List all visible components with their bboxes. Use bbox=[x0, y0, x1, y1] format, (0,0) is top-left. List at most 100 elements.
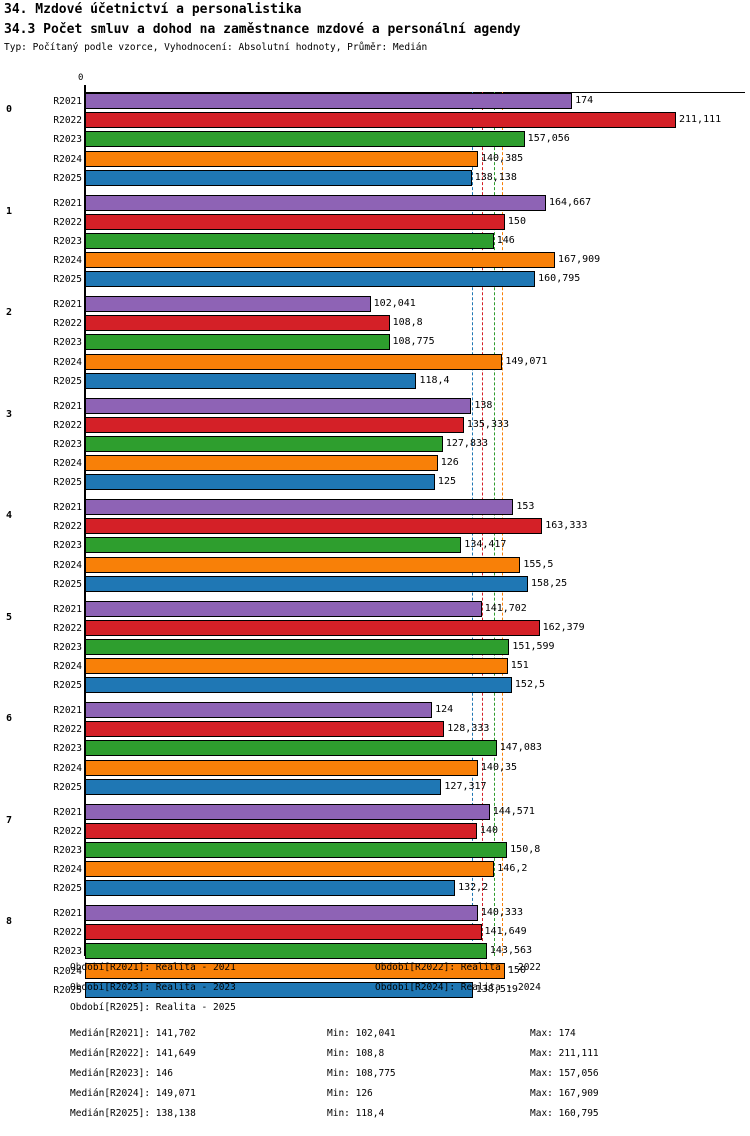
bar-r2021[interactable] bbox=[85, 600, 482, 617]
bar-r2024[interactable] bbox=[85, 658, 508, 675]
plot-top-rule bbox=[85, 92, 745, 93]
bar-row[interactable]: R2021 153 bbox=[0, 498, 750, 517]
bar-row[interactable]: R2024 167,909 bbox=[0, 251, 750, 270]
bar-r2024[interactable] bbox=[85, 150, 478, 167]
bar-row[interactable]: R2024 140,385 bbox=[0, 150, 750, 169]
bar-row[interactable]: R2021 102,041 bbox=[0, 295, 750, 314]
bar-r2023[interactable] bbox=[85, 537, 462, 554]
bar-r2021[interactable] bbox=[85, 702, 433, 718]
bar-row[interactable]: R2022 141,649 bbox=[0, 923, 750, 942]
bar-r2023[interactable] bbox=[85, 943, 487, 960]
bar-r2024[interactable] bbox=[85, 455, 438, 472]
bar-r2021[interactable] bbox=[85, 194, 546, 211]
bar-r2021[interactable] bbox=[85, 93, 573, 109]
bar-r2024[interactable] bbox=[85, 353, 503, 370]
bar-row[interactable]: R2024 146,2 bbox=[0, 860, 750, 879]
bar-row[interactable]: R2023 151,599 bbox=[0, 638, 750, 657]
bar-row[interactable]: R2025 125 bbox=[0, 473, 750, 492]
bar-row[interactable]: R2023 157,056 bbox=[0, 130, 750, 149]
bar-row-label: R2022 bbox=[53, 825, 82, 837]
bar-row[interactable]: R2025 127,317 bbox=[0, 778, 750, 797]
bar-r2022[interactable] bbox=[85, 416, 464, 433]
bar-row[interactable]: R2023 134,417 bbox=[0, 536, 750, 555]
bar-row[interactable]: R2023 150,8 bbox=[0, 841, 750, 860]
statistics-row: Medián[R2024]: 149,071 Min: 126 Max: 167,9… bbox=[0, 1088, 750, 1108]
bar-row[interactable]: R2023 108,775 bbox=[0, 333, 750, 352]
bar-r2024[interactable] bbox=[85, 252, 556, 269]
bar-row[interactable]: R2024 140,35 bbox=[0, 759, 750, 778]
bar-r2022[interactable] bbox=[85, 112, 676, 129]
bar-row-label: R2021 bbox=[53, 299, 82, 310]
bar-row[interactable]: R2025 152,5 bbox=[0, 676, 750, 695]
bar-row[interactable]: R2022 135,333 bbox=[0, 416, 750, 435]
bar-row[interactable]: R2023 143,563 bbox=[0, 942, 750, 961]
bar-r2023[interactable] bbox=[85, 841, 508, 858]
bar-r2022[interactable] bbox=[85, 721, 445, 738]
bar-r2023[interactable] bbox=[85, 435, 443, 452]
bar-r2025[interactable] bbox=[85, 271, 536, 288]
bar-r2021[interactable] bbox=[85, 296, 371, 312]
bar-row[interactable]: R2022 128,333 bbox=[0, 720, 750, 739]
bar-r2024[interactable] bbox=[85, 556, 521, 573]
bar-r2025[interactable] bbox=[85, 372, 417, 389]
bar-row[interactable]: R2021 141,702 bbox=[0, 600, 750, 619]
bar-row[interactable]: R2025 132,2 bbox=[0, 879, 750, 898]
bar-row[interactable]: R2025 160,795 bbox=[0, 270, 750, 289]
bar-r2023[interactable] bbox=[85, 334, 390, 351]
bar-r2022[interactable] bbox=[85, 924, 482, 941]
bar-row[interactable]: R2022 163,333 bbox=[0, 517, 750, 536]
bar-r2022[interactable] bbox=[85, 822, 477, 839]
bar-r2024[interactable] bbox=[85, 962, 505, 979]
bar-row[interactable]: R2022 140 bbox=[0, 822, 750, 841]
bar-r2023[interactable] bbox=[85, 232, 494, 249]
bar-row[interactable]: R2022 108,8 bbox=[0, 314, 750, 333]
bar-r2023[interactable] bbox=[85, 740, 497, 757]
bar-r2022[interactable] bbox=[85, 315, 390, 332]
bar-row-label: R2024 bbox=[53, 255, 82, 267]
bar-r2024[interactable] bbox=[85, 861, 495, 878]
bar-r2022[interactable] bbox=[85, 518, 543, 535]
bar-r2025[interactable] bbox=[85, 880, 456, 897]
bar-r2023[interactable] bbox=[85, 131, 525, 148]
bar-row-label: R2021 bbox=[53, 502, 82, 513]
bar-row[interactable]: R2021 144,571 bbox=[0, 803, 750, 822]
bar-row[interactable]: R2021 138 bbox=[0, 397, 750, 416]
bar-r2025[interactable] bbox=[85, 981, 473, 998]
bar-r2025[interactable] bbox=[85, 474, 435, 491]
bar-row[interactable]: R2024 155,5 bbox=[0, 556, 750, 575]
bar-r2021[interactable] bbox=[85, 803, 490, 820]
bar-row[interactable]: R2023 146 bbox=[0, 232, 750, 251]
bar-r2025[interactable] bbox=[85, 169, 472, 186]
bar-row[interactable]: R2021 124 bbox=[0, 701, 750, 720]
bar-r2022[interactable] bbox=[85, 619, 540, 636]
bar-row[interactable]: R2021 140,333 bbox=[0, 904, 750, 923]
bar-r2025[interactable] bbox=[85, 575, 529, 592]
bar-row[interactable]: R2023 127,833 bbox=[0, 435, 750, 454]
bar-row[interactable]: R2024 151 bbox=[0, 657, 750, 676]
bar-row[interactable]: R2025 118,4 bbox=[0, 372, 750, 391]
bar-row[interactable]: R2024 150 bbox=[0, 962, 750, 981]
bar-r2021[interactable] bbox=[85, 905, 478, 921]
bar-row[interactable]: R2024 126 bbox=[0, 454, 750, 473]
bar-row[interactable]: R2021 164,667 bbox=[0, 194, 750, 213]
bar-row-label: R2023 bbox=[53, 235, 82, 247]
bar-row[interactable]: R2022 211,111 bbox=[0, 111, 750, 130]
bar-row[interactable]: R2022 150 bbox=[0, 213, 750, 232]
legend-entry: Období[R2025]: Realita - 2025 bbox=[70, 1002, 236, 1013]
bar-r2024[interactable] bbox=[85, 759, 478, 776]
bar-r2021[interactable] bbox=[85, 499, 514, 515]
statistics-row: Medián[R2021]: 141,702 Min: 102,041 Max: 1… bbox=[0, 1028, 750, 1048]
bar-r2025[interactable] bbox=[85, 677, 512, 694]
bar-row[interactable]: R2025 138,138 bbox=[0, 169, 750, 188]
bar-row[interactable]: R2025 158,25 bbox=[0, 575, 750, 594]
bar-r2025[interactable] bbox=[85, 778, 442, 795]
bar-value-label: 150 bbox=[507, 964, 526, 976]
bar-row[interactable]: R2022 162,379 bbox=[0, 619, 750, 638]
bar-row[interactable]: R2024 149,071 bbox=[0, 353, 750, 372]
bar-row[interactable]: R2025 138,519 bbox=[0, 981, 750, 1000]
bar-row[interactable]: R2021 174 bbox=[0, 92, 750, 111]
bar-row[interactable]: R2023 147,083 bbox=[0, 739, 750, 758]
bar-r2021[interactable] bbox=[85, 397, 472, 414]
bar-r2022[interactable] bbox=[85, 213, 505, 230]
bar-r2023[interactable] bbox=[85, 638, 510, 655]
